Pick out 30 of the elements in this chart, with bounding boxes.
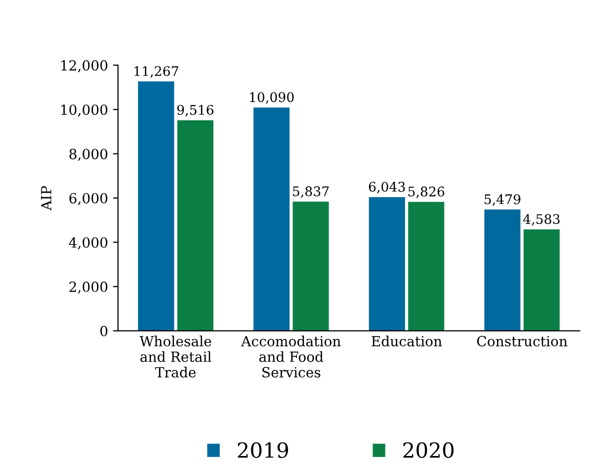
x-tick-label: Construction <box>477 336 568 346</box>
x-tick-label: Accomodation and Food Services <box>241 336 341 378</box>
legend-label: 2020 <box>403 442 454 458</box>
bar <box>408 202 444 331</box>
y-tick-label: 2,000 <box>69 282 108 294</box>
y-tick-label: 8,000 <box>69 148 108 161</box>
bar <box>253 107 290 331</box>
y-tick-label: 0 <box>100 326 108 336</box>
bar <box>524 229 560 331</box>
bar <box>177 120 214 331</box>
data-label: 6,043 <box>368 182 405 194</box>
y-axis-title: AIP <box>41 186 52 211</box>
x-tick-label: Wholesale and Retail Trade <box>140 336 212 378</box>
x-tick-label: Education <box>372 336 442 346</box>
y-tick-label: 10,000 <box>61 104 108 117</box>
data-label: 5,837 <box>293 186 329 198</box>
y-tick-label: 4,000 <box>68 237 108 250</box>
data-label: 5,826 <box>408 186 444 198</box>
bar <box>292 202 329 331</box>
data-label: 10,090 <box>250 92 294 104</box>
y-tick-label: 6,000 <box>69 192 108 206</box>
legend-label: 2019 <box>238 442 288 458</box>
bar <box>484 210 520 331</box>
data-label: 9,516 <box>177 104 214 116</box>
data-label: 5,479 <box>484 194 520 206</box>
data-label: 11,267 <box>134 66 178 78</box>
data-label: 4,583 <box>523 214 560 226</box>
y-tick-label: 12,000 <box>61 60 108 72</box>
bar <box>368 197 406 331</box>
bar <box>138 81 174 331</box>
